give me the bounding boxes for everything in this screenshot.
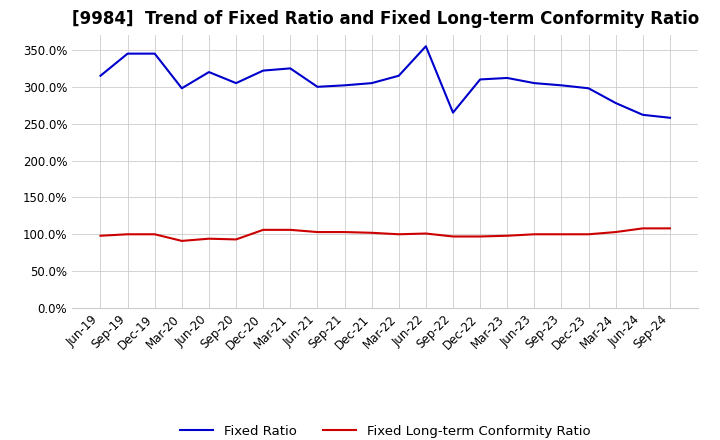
- Fixed Long-term Conformity Ratio: [611, 229, 620, 235]
- Fixed Long-term Conformity Ratio: [96, 233, 105, 238]
- Fixed Long-term Conformity Ratio: [503, 233, 511, 238]
- Fixed Ratio: [611, 100, 620, 106]
- Fixed Ratio: [557, 83, 566, 88]
- Fixed Long-term Conformity Ratio: [232, 237, 240, 242]
- Fixed Ratio: [584, 86, 593, 91]
- Fixed Ratio: [286, 66, 294, 71]
- Fixed Ratio: [150, 51, 159, 56]
- Fixed Ratio: [476, 77, 485, 82]
- Fixed Long-term Conformity Ratio: [665, 226, 674, 231]
- Fixed Long-term Conformity Ratio: [530, 231, 539, 237]
- Fixed Long-term Conformity Ratio: [639, 226, 647, 231]
- Fixed Long-term Conformity Ratio: [259, 227, 268, 232]
- Fixed Ratio: [530, 81, 539, 86]
- Fixed Ratio: [367, 81, 376, 86]
- Fixed Ratio: [232, 81, 240, 86]
- Fixed Long-term Conformity Ratio: [557, 231, 566, 237]
- Fixed Long-term Conformity Ratio: [341, 229, 349, 235]
- Fixed Long-term Conformity Ratio: [476, 234, 485, 239]
- Fixed Ratio: [341, 83, 349, 88]
- Fixed Ratio: [639, 112, 647, 117]
- Fixed Ratio: [123, 51, 132, 56]
- Fixed Long-term Conformity Ratio: [584, 231, 593, 237]
- Fixed Ratio: [96, 73, 105, 78]
- Fixed Ratio: [449, 110, 457, 115]
- Fixed Long-term Conformity Ratio: [421, 231, 430, 236]
- Fixed Long-term Conformity Ratio: [313, 229, 322, 235]
- Fixed Ratio: [421, 44, 430, 49]
- Legend: Fixed Ratio, Fixed Long-term Conformity Ratio: Fixed Ratio, Fixed Long-term Conformity …: [175, 420, 595, 440]
- Fixed Long-term Conformity Ratio: [178, 238, 186, 244]
- Line: Fixed Long-term Conformity Ratio: Fixed Long-term Conformity Ratio: [101, 228, 670, 241]
- Fixed Long-term Conformity Ratio: [367, 230, 376, 235]
- Fixed Ratio: [178, 86, 186, 91]
- Fixed Long-term Conformity Ratio: [449, 234, 457, 239]
- Fixed Ratio: [665, 115, 674, 121]
- Fixed Ratio: [503, 75, 511, 81]
- Line: Fixed Ratio: Fixed Ratio: [101, 46, 670, 118]
- Fixed Ratio: [259, 68, 268, 73]
- Fixed Long-term Conformity Ratio: [286, 227, 294, 232]
- Fixed Long-term Conformity Ratio: [395, 231, 403, 237]
- Fixed Long-term Conformity Ratio: [123, 231, 132, 237]
- Fixed Ratio: [204, 70, 213, 75]
- Title: [9984]  Trend of Fixed Ratio and Fixed Long-term Conformity Ratio: [9984] Trend of Fixed Ratio and Fixed Lo…: [71, 10, 699, 28]
- Fixed Ratio: [313, 84, 322, 89]
- Fixed Ratio: [395, 73, 403, 78]
- Fixed Long-term Conformity Ratio: [204, 236, 213, 241]
- Fixed Long-term Conformity Ratio: [150, 231, 159, 237]
